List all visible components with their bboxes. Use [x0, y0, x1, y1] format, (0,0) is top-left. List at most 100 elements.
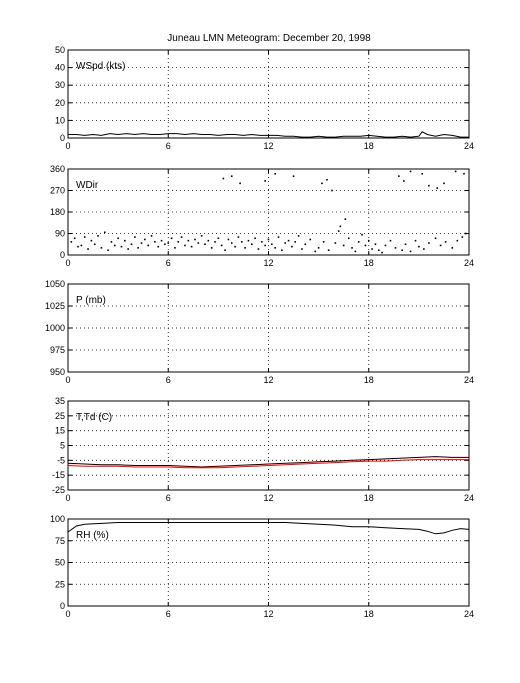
wind-speed-x-tick-label: 12 [263, 141, 273, 151]
wind-direction-data-point [287, 239, 290, 242]
wind-direction-data-point [337, 230, 340, 232]
wind-direction-data-point [314, 250, 317, 253]
wind-direction-data-point [120, 245, 123, 248]
panel-wind-direction: 0 6 12 18 24 0 90 180 270 360 WDir [50, 164, 474, 268]
relative-humidity-y-tick-label: 75 [55, 536, 65, 546]
pressure-panel-label: P (mb) [76, 295, 106, 306]
wind-direction-data-point [404, 243, 407, 246]
wind-direction-data-point [210, 247, 213, 249]
wind-direction-data-point [403, 180, 405, 182]
wind-direction-data-point [301, 248, 303, 250]
relative-humidity-series-line-0 [67, 522, 470, 535]
temperature-x-tick-label: 18 [364, 493, 374, 503]
wind-direction-data-point [144, 238, 146, 241]
relative-humidity-panel-label: RH (%) [76, 530, 109, 541]
pressure-x-tick-label: 6 [166, 375, 171, 385]
wind-direction-x-tick-label: 0 [65, 258, 70, 268]
wind-speed-y-tick-label: 10 [55, 115, 65, 125]
wind-speed-x-tick-label: 24 [464, 141, 474, 151]
wind-direction-data-point [244, 247, 246, 249]
wind-direction-data-point [77, 245, 79, 248]
wind-direction-data-point [204, 243, 206, 246]
wind-direction-data-point [454, 170, 457, 173]
wind-direction-data-point [90, 239, 93, 242]
wind-direction-data-point [164, 243, 166, 246]
wind-direction-data-point [317, 247, 320, 249]
wind-direction-data-point [194, 238, 196, 241]
pressure-x-tick-label: 12 [263, 375, 273, 385]
wind-direction-data-point [364, 244, 367, 247]
wind-direction-data-point [398, 175, 400, 177]
wind-direction-data-point [414, 239, 417, 242]
wind-direction-data-point [187, 239, 190, 242]
wind-direction-data-point [322, 241, 325, 243]
wind-direction-data-point [247, 239, 250, 242]
wind-direction-data-point [334, 242, 337, 244]
wind-direction-data-point [134, 236, 136, 238]
wind-direction-x-tick-label: 6 [166, 258, 171, 268]
wind-direction-data-point [70, 241, 73, 243]
temperature-y-tick-label: 25 [55, 411, 65, 421]
pressure-x-tick-label: 24 [464, 375, 474, 385]
wind-direction-data-point [428, 242, 430, 244]
wind-direction-data-point [240, 241, 243, 243]
wind-direction-data-point [464, 232, 467, 235]
wind-direction-data-point [167, 242, 170, 244]
relative-humidity-x-tick-label: 0 [65, 609, 70, 619]
wind-direction-data-point [418, 245, 420, 248]
pressure-x-tick-label: 0 [65, 375, 70, 385]
wind-direction-data-point [456, 239, 459, 242]
wind-direction-y-tick-label: 90 [55, 229, 65, 239]
wind-direction-data-point [277, 236, 280, 238]
wind-direction-data-point [401, 249, 403, 252]
wind-direction-data-point [357, 241, 360, 243]
wind-direction-data-point [389, 239, 392, 242]
wind-direction-data-point [444, 241, 447, 243]
panel-relative-humidity: 0 6 12 18 24 0 25 50 75 100 RH (%) [50, 514, 474, 619]
wind-direction-data-point [274, 247, 276, 249]
wind-direction-data-point [347, 237, 350, 240]
wind-direction-data-point [371, 248, 373, 250]
wind-direction-data-point [439, 244, 442, 247]
wind-direction-data-point [177, 241, 180, 243]
wind-direction-data-point [140, 242, 143, 244]
pressure-x-tick-label: 18 [364, 375, 374, 385]
wind-direction-data-point [354, 250, 357, 253]
wind-direction-data-point [443, 182, 445, 185]
wind-direction-data-point [421, 172, 424, 175]
wind-direction-data-point [361, 233, 363, 236]
wind-direction-data-point [184, 244, 186, 247]
wind-speed-y-tick-label: 40 [55, 63, 65, 73]
wind-direction-data-point [342, 244, 345, 247]
wind-direction-data-point [304, 243, 307, 246]
wind-direction-data-point [331, 189, 333, 192]
temperature-series-line-0 [67, 456, 469, 468]
wind-direction-data-point [264, 244, 266, 247]
relative-humidity-x-tick-label: 18 [364, 609, 374, 619]
wind-direction-x-tick-label: 24 [464, 258, 474, 268]
wind-direction-data-point [344, 218, 347, 220]
wind-direction-data-point [197, 242, 200, 244]
temperature-x-tick-label: 12 [263, 493, 273, 503]
wind-direction-data-point [281, 249, 283, 252]
wind-direction-data-point [239, 182, 241, 185]
wind-direction-data-point [423, 248, 425, 250]
wind-direction-data-point [103, 231, 106, 234]
wind-speed-y-tick-label: 0 [60, 133, 65, 143]
wind-direction-data-point [180, 236, 183, 238]
temperature-y-tick-label: 35 [55, 396, 65, 406]
wind-direction-data-point [291, 245, 293, 248]
wind-direction-data-point [339, 225, 342, 228]
relative-humidity-x-tick-label: 6 [166, 609, 171, 619]
wind-direction-data-point [160, 239, 163, 242]
wind-speed-y-tick-label: 20 [55, 98, 65, 108]
wind-direction-data-point [374, 243, 377, 246]
wind-direction-data-point [214, 241, 216, 243]
wind-direction-data-point [381, 251, 383, 254]
wind-direction-y-tick-label: 180 [50, 207, 65, 217]
wind-speed-series-line-0 [68, 131, 469, 138]
wind-direction-data-point [237, 236, 240, 238]
wind-direction-data-point [434, 237, 437, 240]
wind-direction-x-tick-label: 18 [364, 258, 374, 268]
wind-direction-data-point [230, 242, 233, 244]
